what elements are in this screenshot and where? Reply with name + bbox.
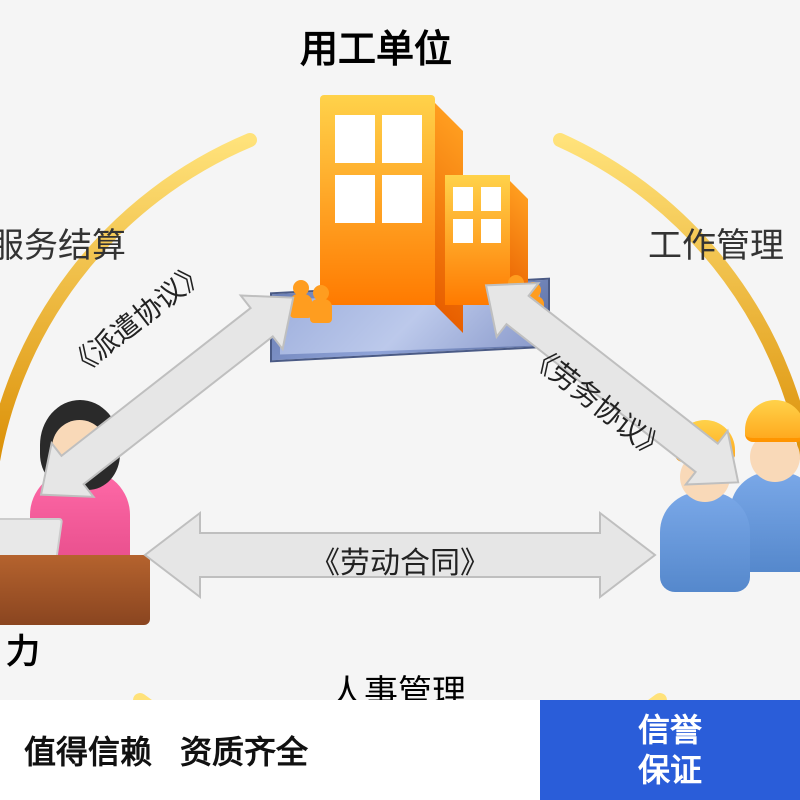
arrow-label-dispatch-agreement: 《派遣协议》 bbox=[58, 251, 215, 386]
footer-left: 值得信赖 资质齐全 bbox=[0, 700, 540, 800]
arc-label-work-management: 工作管理 bbox=[648, 218, 784, 267]
reputation-badge: 信誉 保证 bbox=[540, 700, 800, 800]
reputation-badge-line1: 信誉 bbox=[638, 710, 702, 750]
node-employer-label: 用工单位 bbox=[300, 18, 452, 73]
arc-label-service-settlement: 服务结算 bbox=[0, 218, 126, 267]
footer-bar: 值得信赖 资质齐全 信誉 保证 bbox=[0, 700, 800, 800]
hr-agency-icon bbox=[0, 400, 150, 620]
reputation-badge-line2: 保证 bbox=[638, 750, 702, 790]
arrow-label-labor-contract: 《劳动合同》 bbox=[310, 538, 490, 582]
footer-tag-qualified: 资质齐全 bbox=[180, 727, 308, 773]
employer-building-icon bbox=[260, 85, 560, 345]
footer-tag-trustworthy: 值得信赖 bbox=[24, 727, 152, 773]
node-agency-label: 力 bbox=[6, 624, 40, 673]
